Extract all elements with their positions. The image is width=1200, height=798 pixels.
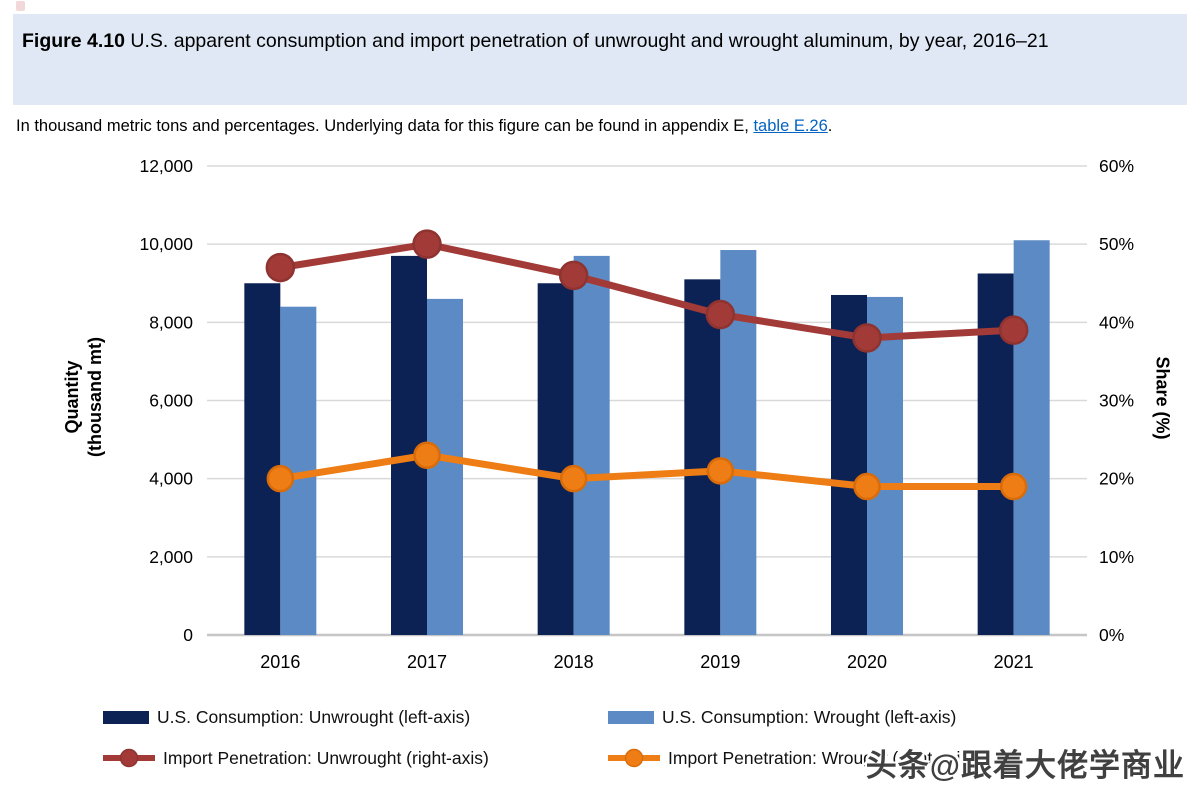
figure-subtitle: In thousand metric tons and percentages.… xyxy=(16,115,1186,137)
right-axis-tick: 30% xyxy=(1099,391,1134,411)
figure-title: U.S. apparent consumption and import pen… xyxy=(124,30,1049,52)
legend-item-import-penetration-wrought: Import Penetration: Wrought (right-axis) xyxy=(608,746,975,770)
bar-unwrought-2019 xyxy=(684,279,721,635)
figure-header: Figure 4.10 U.S. apparent consumption an… xyxy=(13,14,1187,105)
bar-unwrought-2020 xyxy=(831,294,867,635)
marker-unwrought-2020 xyxy=(852,323,882,353)
left-axis-tick: 2,000 xyxy=(149,547,193,567)
legend-label: U.S. Consumption: Unwrought (left-axis) xyxy=(157,706,471,727)
marker-unwrought-2018 xyxy=(558,260,589,291)
legend-label: Import Penetration: Unwrought (right-axi… xyxy=(163,747,489,768)
legend-label: U.S. Consumption: Wrought (left-axis) xyxy=(662,706,957,727)
x-axis-tick-2020: 2020 xyxy=(847,652,887,672)
legend-item-consumption-wrought: U.S. Consumption: Wrought (left-axis) xyxy=(608,705,956,729)
line-import-penetration-unwrought xyxy=(279,240,1014,342)
bar-unwrought-2016 xyxy=(244,283,281,635)
table-e26-link[interactable]: table E.26 xyxy=(753,117,828,135)
left-axis-tick: 10,000 xyxy=(139,234,193,254)
corner-artifact xyxy=(16,1,25,11)
figure-number-label: Figure 4.10 xyxy=(22,30,125,52)
left-axis-tick: 6,000 xyxy=(149,391,193,411)
bar-wrought-2021 xyxy=(1013,240,1050,635)
marker-unwrought-2017 xyxy=(412,229,442,259)
legend-swatch-orange-line xyxy=(608,748,660,768)
x-axis-tick-2018: 2018 xyxy=(554,652,594,672)
right-axis-tick: 10% xyxy=(1099,547,1134,567)
left-axis-tick: 12,000 xyxy=(139,156,193,176)
subtitle-period: . xyxy=(827,117,833,135)
bar-wrought-2020 xyxy=(867,296,903,635)
legend-swatch-red-line xyxy=(103,748,155,768)
left-axis-tick: 8,000 xyxy=(149,312,193,332)
right-axis-tick: 20% xyxy=(1099,469,1134,489)
legend-swatch-lightblue-bar xyxy=(608,710,654,724)
x-axis-tick-2019: 2019 xyxy=(700,652,740,672)
marker-unwrought-2021 xyxy=(998,315,1029,345)
marker-wrought-2016 xyxy=(266,464,295,493)
right-axis-tick: 50% xyxy=(1099,234,1134,254)
left-axis-tick: 4,000 xyxy=(149,469,193,489)
left-axis-title: Quantity (thousand mt) xyxy=(62,337,105,457)
subtitle-text: In thousand metric tons and percentages.… xyxy=(16,117,754,135)
marker-wrought-2018 xyxy=(559,464,588,493)
marker-wrought-2019 xyxy=(706,457,735,485)
bar-wrought-2018 xyxy=(573,255,610,635)
legend-label: Import Penetration: Wrought (right-axis) xyxy=(668,747,976,768)
right-axis-tick: 0% xyxy=(1099,625,1124,645)
right-axis-tick: 40% xyxy=(1099,312,1134,332)
bar-unwrought-2018 xyxy=(537,283,574,635)
legend-item-consumption-unwrought: U.S. Consumption: Unwrought (left-axis) xyxy=(103,705,470,729)
dual-axis-chart: 12,000 60% 10,000 50% 8,000 40% 6,000 30% 4,000 2… xyxy=(139,156,1134,672)
marker-wrought-2021 xyxy=(999,472,1028,501)
x-axis-tick-2016: 2016 xyxy=(260,652,300,672)
x-axis-tick-2017: 2017 xyxy=(407,652,447,672)
legend-item-import-penetration-unwrought: Import Penetration: Unwrought (right-axi… xyxy=(103,746,489,770)
line-import-penetration-wrought xyxy=(279,451,1014,490)
watermark-text: 头条@跟着大佬学商业 xyxy=(865,748,1185,783)
marker-unwrought-2016 xyxy=(265,252,296,283)
left-axis-tick: 0 xyxy=(183,625,193,645)
right-axis-title: Share (%) xyxy=(1152,356,1173,440)
x-axis-tick-2021: 2021 xyxy=(994,652,1034,672)
marker-unwrought-2019 xyxy=(705,299,736,330)
legend-swatch-navy-bar xyxy=(103,710,149,724)
right-axis-tick: 60% xyxy=(1099,156,1134,176)
marker-wrought-2020 xyxy=(853,472,881,501)
marker-wrought-2017 xyxy=(413,441,441,469)
